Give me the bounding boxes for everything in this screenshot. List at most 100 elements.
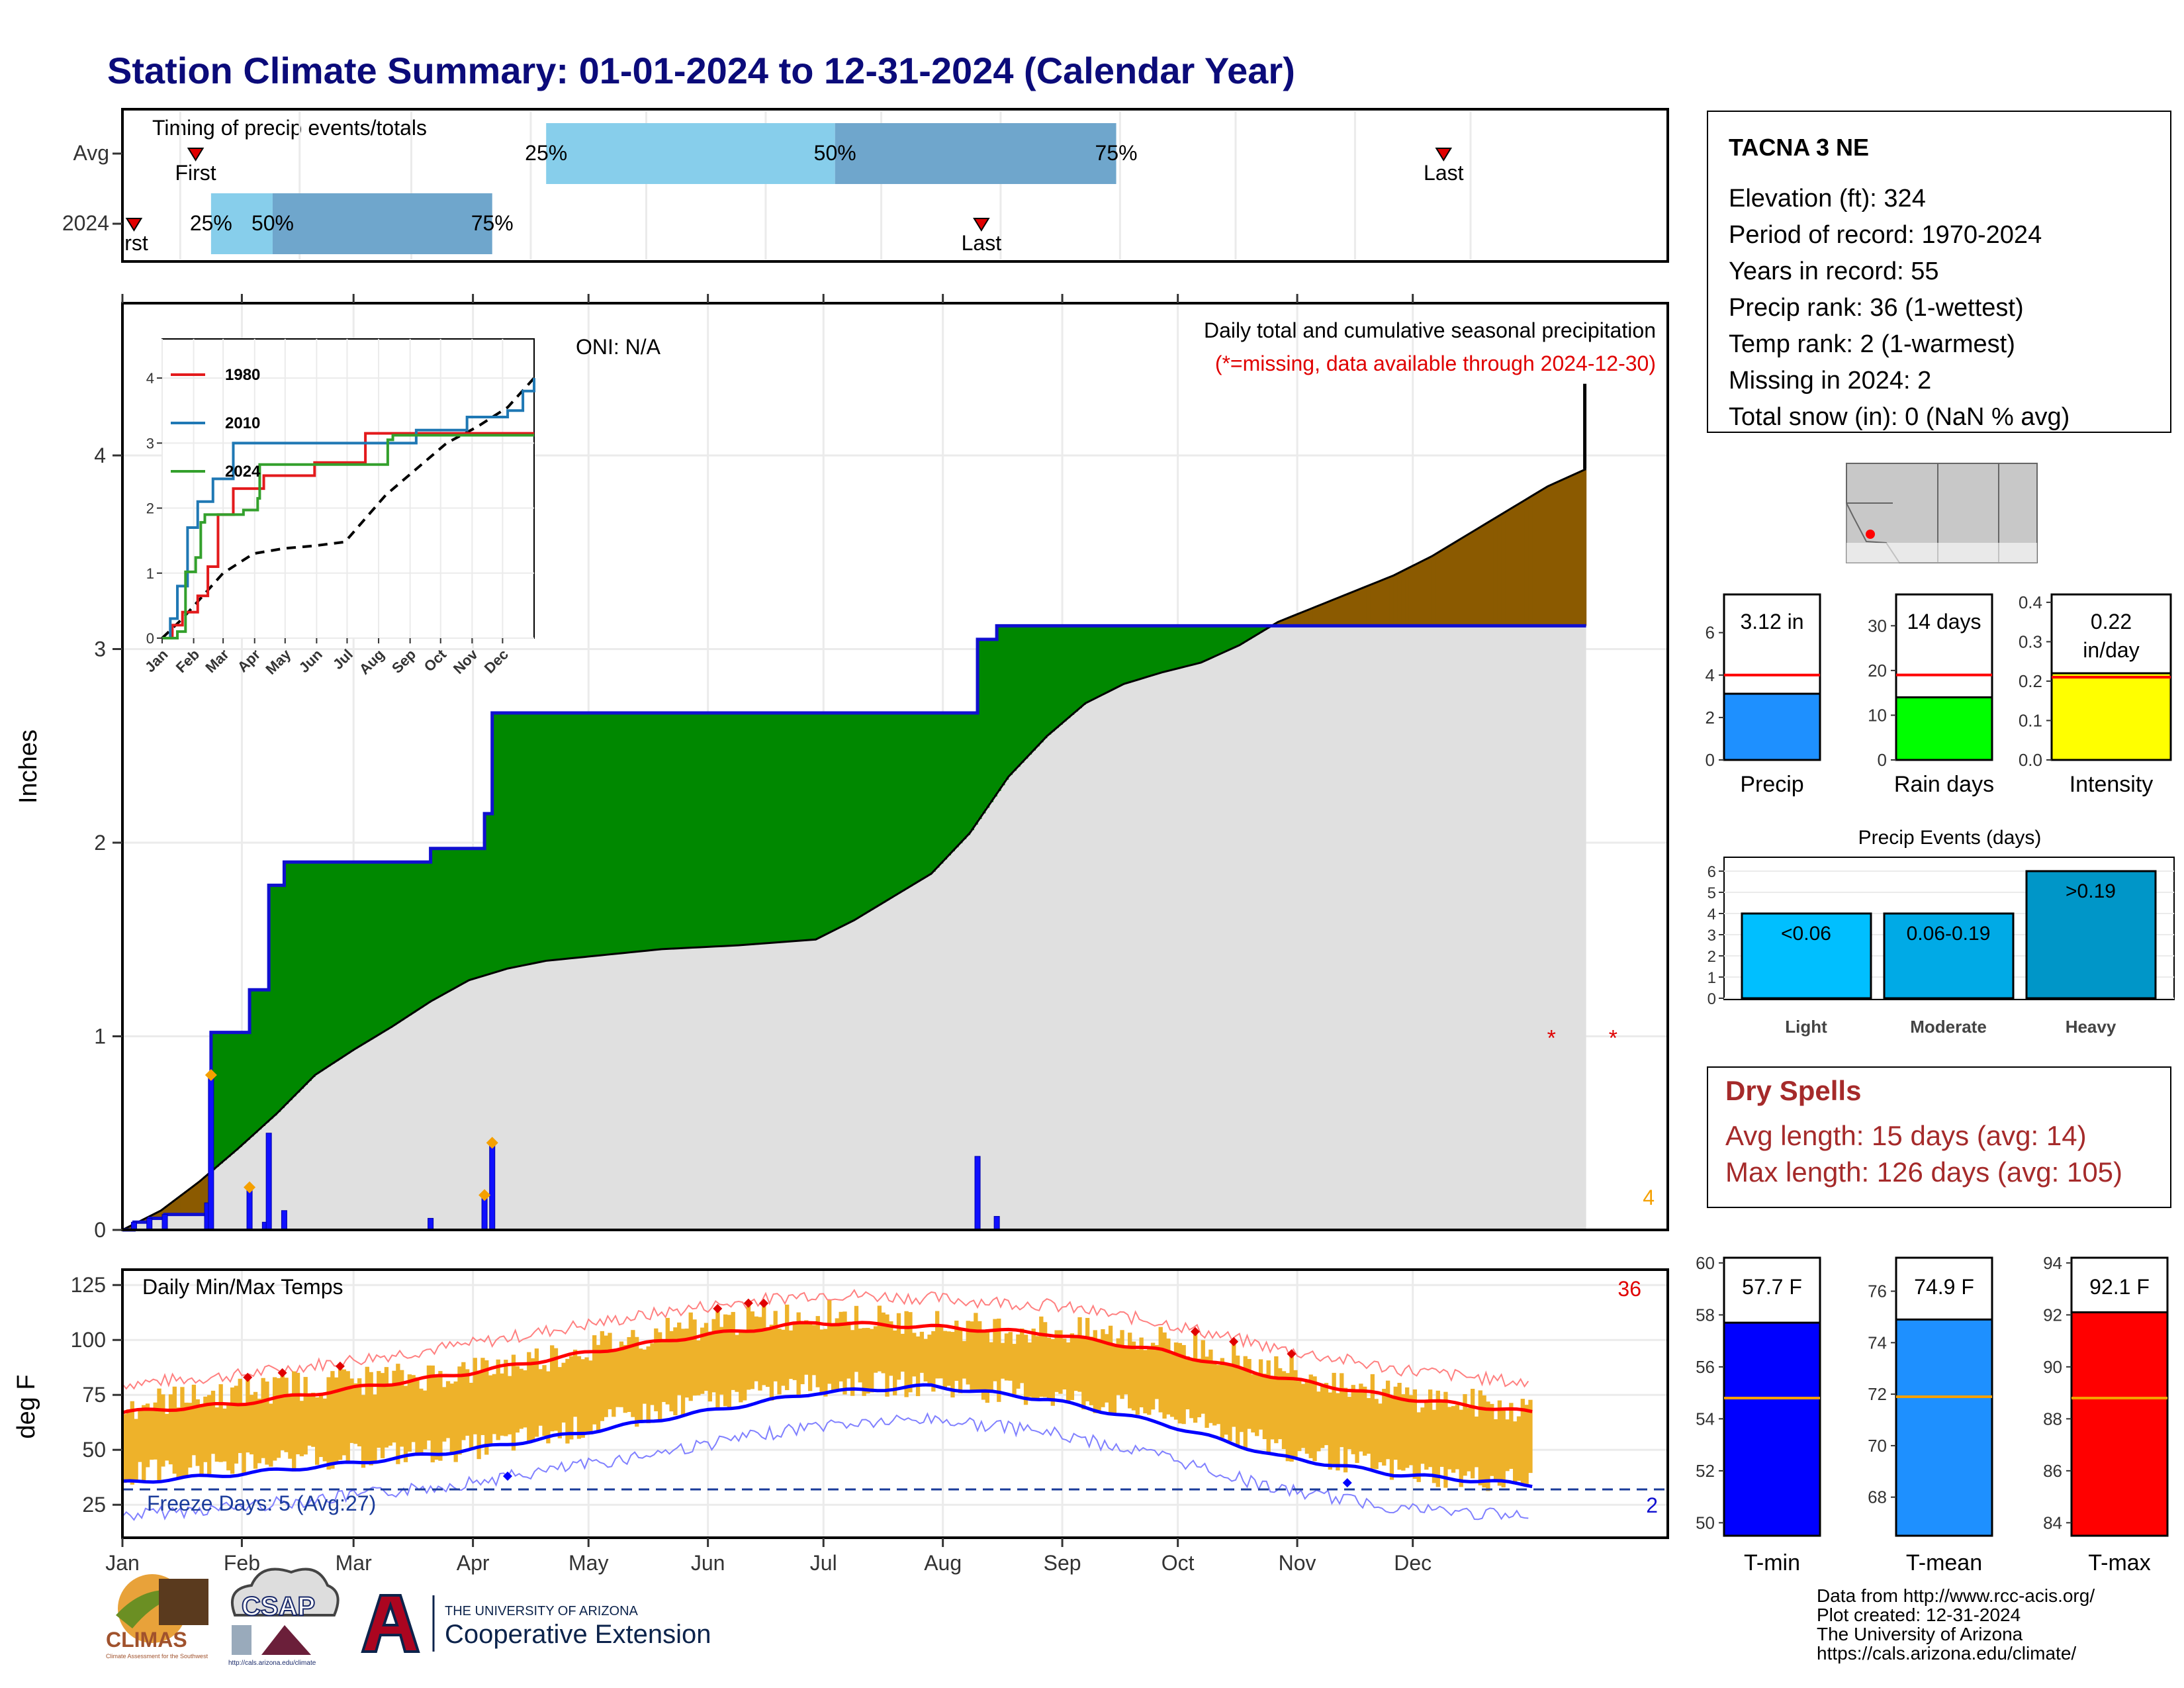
summary-bar [1895, 696, 1993, 761]
temp-daily-bar [434, 1375, 439, 1460]
temp-daily-bar [1297, 1381, 1302, 1452]
precip-surplus-strip [1243, 626, 1248, 642]
temp-daily-bar [195, 1399, 200, 1466]
temp-daily-bar [523, 1370, 527, 1428]
precip-surplus-strip [777, 713, 782, 943]
precip-surplus-strip [419, 862, 424, 1008]
temp-summary-bar [2070, 1311, 2169, 1537]
temp-daily-bar [222, 1408, 227, 1462]
temp-daily-bar [715, 1309, 720, 1410]
temp-daily-bar [504, 1360, 508, 1436]
temp-daily-bar [1516, 1416, 1522, 1481]
precip-surplus-strip [1093, 626, 1098, 699]
temp-daily-bar [318, 1394, 324, 1458]
precip-deficit-strip [172, 1200, 177, 1215]
precip-daily-bar [265, 1133, 272, 1231]
temp-daily-bar [242, 1405, 246, 1474]
precip-surplus-strip [534, 713, 539, 963]
precip-surplus-strip [993, 639, 997, 797]
temp-summary-ytick-label: 88 [2043, 1409, 2062, 1429]
temp-daily-bar [315, 1397, 320, 1465]
precip-surplus-strip [1085, 626, 1090, 702]
temp-summary-ytick-label: 56 [1696, 1357, 1715, 1377]
precip-deficit-strip [1539, 490, 1545, 626]
precip-surplus-strip [739, 713, 743, 945]
temp-daily-bar [295, 1372, 300, 1454]
temp-daily-bar [588, 1360, 593, 1434]
summary-label: Intensity [2070, 772, 2154, 797]
precip-surplus-strip [1066, 626, 1071, 718]
temp-daily-bar [1023, 1335, 1028, 1405]
precip-surplus-strip [527, 713, 531, 964]
precip-surplus-strip [588, 713, 593, 957]
temp-daily-bar [1101, 1329, 1105, 1407]
month-label: Sep [1044, 1551, 1081, 1575]
precip-deficit-strip [1320, 604, 1325, 626]
precip-surplus-strip [904, 713, 909, 889]
precip-surplus-strip [1058, 626, 1063, 725]
precip-surplus-strip [866, 713, 870, 912]
temp-daily-bar [877, 1305, 882, 1372]
timing-p75-label: 75% [471, 211, 514, 235]
temp-daily-bar [773, 1311, 778, 1382]
temp-daily-bar [1197, 1358, 1202, 1418]
temp-daily-bar [538, 1369, 543, 1426]
oni-label: ONI: N/A [576, 335, 661, 359]
events-ytick-label: 0 [1707, 990, 1716, 1008]
temp-daily-bar [1016, 1334, 1021, 1389]
temp-daily-bar [1189, 1358, 1194, 1419]
timing-p50-label: 50% [251, 211, 294, 235]
precip-surplus-strip [272, 885, 277, 1116]
temp-daily-bar [1166, 1338, 1171, 1415]
precip-surplus-strip [426, 862, 432, 1003]
temp-daily-bar [1000, 1342, 1005, 1379]
precip-surplus-strip [915, 713, 921, 882]
temp-daily-bar [1212, 1360, 1217, 1426]
precip-deficit-strip [1543, 487, 1548, 626]
temp-daily-bar [1289, 1355, 1294, 1462]
timing-last-marker [973, 218, 990, 232]
inset-lines [161, 377, 535, 639]
temp-daily-bar [904, 1311, 909, 1397]
precip-surplus-strip [1251, 626, 1255, 637]
precip-deficit-strip [180, 1194, 185, 1215]
temp-summary-ytick-label: 92 [2043, 1305, 2062, 1325]
events-ytick-label: 4 [1707, 906, 1716, 923]
temp-daily-bar [592, 1335, 597, 1425]
temp-daily-bar [978, 1321, 982, 1391]
temp-daily-bar [1012, 1344, 1017, 1395]
timing-row-label: 2024 [62, 211, 109, 235]
temp-daily-bar [746, 1304, 751, 1390]
temp-daily-bar [765, 1327, 770, 1387]
temp-daily-bar [261, 1378, 265, 1458]
temp-daily-bar [831, 1324, 836, 1391]
precip-deficit-strip [1532, 494, 1537, 626]
temp-summary-ytick-label: 94 [2043, 1253, 2062, 1273]
timing-first-marker [125, 218, 143, 232]
precip-surplus-strip [627, 713, 631, 953]
precip-surplus-strip [997, 626, 1001, 791]
temp-daily-bar [338, 1367, 343, 1460]
precip-deficit-strip [1490, 520, 1494, 626]
temp-daily-bar [1293, 1370, 1298, 1460]
temp-daily-bar [1312, 1376, 1317, 1462]
temp-summary-ytick-label: 70 [1868, 1436, 1887, 1456]
precip-ytick-label: 2 [94, 831, 106, 855]
temp-daily-bar [1247, 1358, 1251, 1429]
precip-deficit-strip [1343, 594, 1348, 626]
precip-deficit-strip [184, 1192, 189, 1215]
precip-surplus-strip [265, 990, 269, 1123]
precip-surplus-strip [238, 1032, 243, 1147]
temp-daily-bar [265, 1382, 269, 1465]
precip-surplus-strip [1143, 626, 1148, 678]
temp-daily-bar [553, 1348, 559, 1431]
precip-panel: 0 1 2 3 4 Inches ONI: N/A Daily total and cu… [15, 294, 1669, 1242]
precip-surplus-strip [403, 862, 408, 1018]
temp-ytick-label: 125 [71, 1273, 106, 1297]
temp-daily-bar [900, 1333, 905, 1372]
temp-daily-bar [704, 1323, 709, 1391]
temp-daily-bar [465, 1369, 470, 1436]
precip-deficit-strip [1478, 527, 1483, 626]
temp-y-label: deg F [13, 1374, 40, 1438]
precip-surplus-strip [773, 713, 778, 943]
